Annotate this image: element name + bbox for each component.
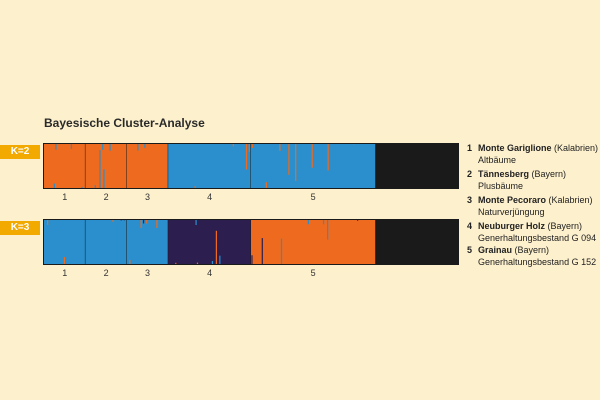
admixture-bar — [195, 220, 197, 225]
admixture-bar — [215, 230, 217, 264]
legend-region: (Kalabrien) — [546, 195, 593, 205]
bar-group-3 — [126, 144, 169, 188]
group-tick-label: 1 — [62, 268, 67, 278]
bar-group-4 — [168, 144, 251, 188]
k3-label: K=3 — [0, 221, 40, 235]
admixture-bar — [252, 144, 254, 148]
group-tick-label: 3 — [145, 192, 150, 202]
admixture-bar — [63, 257, 66, 264]
admixture-bar — [280, 238, 283, 264]
group-tick-label: 5 — [311, 192, 316, 202]
admixture-bar — [142, 220, 145, 224]
admixture-bar — [288, 144, 290, 175]
admixture-bar — [194, 186, 196, 188]
admixture-bar — [137, 144, 139, 151]
bar-group-2 — [85, 144, 127, 188]
admixture-bar — [47, 220, 49, 225]
legend-region: (Bayern) — [512, 245, 550, 255]
legend-num: 2 — [467, 169, 473, 179]
bar-group-5 — [251, 220, 376, 264]
legend-desc: Naturverjüngung — [478, 207, 545, 217]
admixture-bar — [248, 144, 250, 152]
group-tick-label: 2 — [104, 192, 109, 202]
chart-title: Bayesische Cluster-Analyse — [44, 116, 205, 130]
admixture-bar — [156, 220, 158, 228]
k2-label: K=2 — [0, 145, 40, 159]
admixture-bar — [245, 144, 248, 170]
legend-name: Neuburger Holz — [478, 221, 546, 231]
group-tick-label: 1 — [62, 192, 67, 202]
admixture-bar — [175, 262, 177, 264]
group-tick-label: 4 — [207, 268, 212, 278]
admixture-bar — [295, 144, 297, 181]
admixture-bar — [146, 220, 148, 224]
legend-desc: Altbäume — [478, 155, 517, 165]
admixture-bar — [55, 144, 57, 150]
admixture-bar — [261, 238, 263, 264]
admixture-bar — [81, 186, 83, 188]
admixture-bar — [357, 220, 359, 221]
legend-region: (Bayern) — [529, 169, 567, 179]
legend-name: Monte Pecoraro — [478, 195, 547, 205]
admixture-bar — [265, 182, 267, 188]
admixture-bar — [232, 144, 234, 147]
bar-group-1 — [44, 144, 86, 188]
admixture-bar — [112, 220, 114, 222]
admixture-bar — [53, 183, 55, 188]
admixture-bar — [94, 185, 96, 188]
admixture-bar — [211, 260, 214, 264]
admixture-bar — [99, 150, 101, 188]
legend-name: Monte Gariglione — [478, 143, 552, 153]
admixture-bar — [129, 259, 131, 264]
group-tick-label: 3 — [145, 268, 150, 278]
bar-group-4 — [168, 220, 251, 264]
legend-region: (Bayern) — [545, 221, 583, 231]
legend-desc: Plusbäume — [478, 181, 524, 191]
admixture-bar — [311, 144, 313, 168]
group-tick-label: 2 — [104, 268, 109, 278]
group-tick-label: 5 — [311, 268, 316, 278]
admixture-bar — [251, 255, 253, 264]
legend-name: Tännesberg — [478, 169, 530, 179]
legend-num: 4 — [467, 221, 473, 231]
legend-num: 5 — [467, 245, 473, 255]
legend-desc: Generhaltungsbestand G 152 — [478, 257, 597, 267]
admixture-bar — [70, 144, 73, 149]
admixture-bar — [140, 220, 142, 228]
admixture-bar — [102, 144, 104, 150]
admixture-bar — [327, 220, 329, 240]
bar-group-3 — [126, 220, 169, 264]
legend-desc: Generhaltungsbestand G 094 — [478, 233, 597, 243]
bar-group-1 — [44, 220, 86, 264]
legend-region: (Kalabrien) — [551, 143, 599, 153]
admixture-bar — [103, 169, 105, 188]
admixture-bar — [327, 144, 329, 171]
admixture-bar — [196, 262, 199, 264]
admixture-bar — [307, 220, 309, 225]
legend-num: 1 — [467, 143, 473, 153]
bar-group-2 — [85, 220, 127, 264]
group-tick-label: 4 — [207, 192, 212, 202]
admixture-bar — [109, 144, 111, 151]
admixture-bar — [279, 144, 281, 151]
admixture-bar — [322, 220, 325, 225]
bar-group-5 — [251, 144, 376, 188]
admixture-bar — [219, 255, 221, 264]
admixture-bar — [144, 144, 146, 148]
legend-name: Grainau — [478, 245, 513, 255]
legend-num: 3 — [467, 195, 473, 205]
